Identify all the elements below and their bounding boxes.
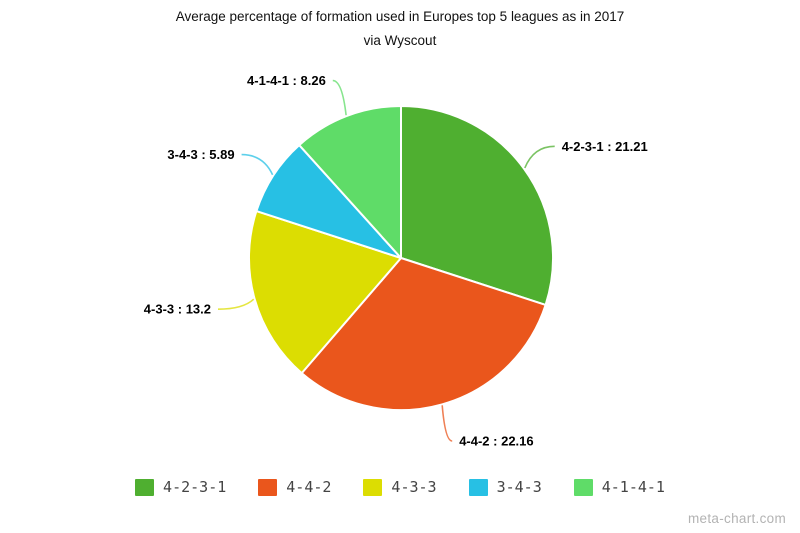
chart-legend: 4-2-3-1 4-4-2 4-3-3 3-4-3 4-1-4-1 xyxy=(0,478,800,496)
slice-callout-label: 4-2-3-1 : 21.21 xyxy=(562,139,648,154)
legend-swatch xyxy=(363,478,383,496)
watermark: meta-chart.com xyxy=(688,511,786,526)
legend-label: 4-4-2 xyxy=(286,478,332,496)
legend-item: 4-3-3 xyxy=(363,478,437,496)
slice-leader-line xyxy=(441,405,453,442)
legend-swatch xyxy=(258,478,278,496)
chart-title: Average percentage of formation used in … xyxy=(175,9,625,24)
legend-swatch xyxy=(468,478,488,496)
pie-slice-4-4-2 xyxy=(300,257,547,412)
pie-slice-4-3-3 xyxy=(247,210,402,375)
chart-subtitle: via Wyscout xyxy=(363,33,437,48)
pie-slice-4-2-3-1 xyxy=(400,105,554,306)
slice-leader-line xyxy=(524,145,555,169)
slice-leader-line xyxy=(332,79,347,116)
legend-label: 4-3-3 xyxy=(391,478,437,496)
slice-leader-line xyxy=(241,153,274,176)
legend-swatch xyxy=(135,478,155,496)
legend-item: 3-4-3 xyxy=(468,478,542,496)
slice-callout-label: 3-4-3 : 5.89 xyxy=(167,147,234,162)
pie-chart: 4-2-3-1 : 21.21 4-4-2 : 22.16 4-3-3 : 13.2… xyxy=(144,73,648,449)
legend-item: 4-2-3-1 xyxy=(135,478,226,496)
legend-label: 4-2-3-1 xyxy=(163,478,227,496)
legend-item: 4-4-2 xyxy=(258,478,331,496)
slice-callout-label: 4-3-3 : 13.2 xyxy=(144,302,211,317)
legend-label: 3-4-3 xyxy=(496,478,542,496)
slice-leader-line xyxy=(217,298,255,310)
pie-slice-4-1-4-1 xyxy=(298,105,402,259)
legend-swatch xyxy=(573,478,593,496)
legend-label: 4-1-4-1 xyxy=(601,478,665,496)
slice-callout-label: 4-4-2 : 22.16 xyxy=(459,434,533,449)
slice-callout-label: 4-1-4-1 : 8.26 xyxy=(247,73,326,88)
legend-item: 4-1-4-1 xyxy=(573,478,665,496)
